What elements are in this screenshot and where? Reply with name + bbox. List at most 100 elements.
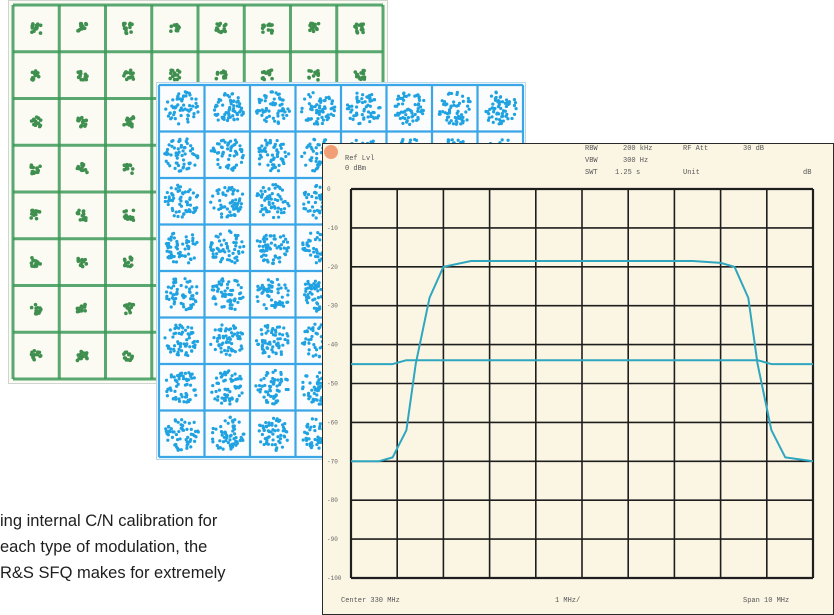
constellation-point — [467, 107, 471, 111]
constellation-point — [223, 430, 227, 434]
constellation-point — [218, 165, 222, 170]
constellation-point — [233, 432, 237, 436]
constellation-point — [211, 431, 215, 435]
constellation-point — [279, 303, 283, 307]
constellation-point — [276, 428, 280, 432]
constellation-point — [176, 437, 180, 442]
constellation-point — [78, 71, 83, 76]
constellation-point — [235, 377, 239, 381]
constellation-point — [514, 106, 518, 111]
constellation-point — [277, 283, 281, 287]
constellation-point — [234, 439, 238, 443]
constellation-point — [124, 209, 129, 213]
constellation-point — [270, 153, 275, 157]
constellation-point — [238, 197, 242, 201]
constellation-point — [303, 151, 307, 155]
constellation-point — [79, 304, 84, 309]
constellation-point — [230, 374, 234, 378]
constellation-point — [178, 437, 182, 441]
constellation-point — [188, 93, 192, 97]
constellation-point — [214, 234, 218, 238]
constellation-point — [266, 442, 270, 446]
constellation-point — [281, 240, 286, 244]
constellation-point — [275, 246, 279, 250]
constellation-point — [281, 107, 285, 111]
constellation-point — [219, 243, 223, 247]
constellation-point — [215, 289, 220, 293]
constellation-point — [276, 150, 280, 154]
constellation-point — [195, 240, 199, 245]
constellation-point — [256, 108, 260, 113]
constellation-point — [212, 255, 216, 259]
constellation-point — [280, 188, 285, 192]
constellation-point — [215, 284, 219, 289]
constellation-point — [215, 381, 219, 385]
constellation-point — [319, 100, 323, 105]
constellation-point — [232, 104, 236, 108]
constellation-point — [309, 231, 313, 235]
constellation-point — [184, 353, 188, 357]
constellation-point — [259, 195, 264, 199]
constellation-point — [304, 295, 309, 299]
constellation-point — [315, 374, 319, 379]
constellation-point — [269, 102, 273, 106]
constellation-point — [271, 261, 275, 265]
constellation-point — [241, 438, 245, 442]
constellation-point — [211, 194, 215, 198]
constellation-point — [220, 215, 224, 219]
constellation-point — [239, 160, 244, 164]
constellation-point — [182, 162, 186, 166]
constellation-point — [79, 168, 84, 173]
constellation-point — [222, 435, 226, 439]
constellation-point — [361, 68, 365, 73]
constellation-point — [227, 254, 231, 258]
constellation-point — [267, 114, 271, 118]
constellation-point — [31, 22, 35, 26]
constellation-point — [226, 214, 230, 218]
constellation-point — [237, 394, 241, 398]
constellation-point — [273, 206, 277, 210]
div-label: 1 MHz/ — [555, 597, 580, 605]
constellation-point — [124, 350, 129, 354]
constellation-point — [315, 251, 319, 255]
constellation-point — [306, 200, 311, 204]
constellation-point — [269, 430, 273, 434]
constellation-point — [301, 385, 305, 389]
constellation-point — [273, 119, 277, 123]
constellation-point — [265, 289, 270, 294]
constellation-point — [282, 116, 286, 120]
rf-att-label: RF Att — [683, 145, 708, 153]
constellation-point — [235, 397, 239, 402]
constellation-point — [223, 22, 228, 27]
y-tick-label: -70 — [327, 458, 338, 465]
constellation-point — [214, 302, 218, 306]
constellation-point — [121, 21, 126, 26]
constellation-point — [228, 337, 232, 341]
constellation-point — [454, 122, 458, 126]
constellation-point — [173, 389, 177, 393]
constellation-point — [192, 420, 196, 424]
y-tick-label: -50 — [327, 381, 338, 388]
constellation-point — [126, 264, 130, 268]
constellation-point — [178, 137, 182, 141]
constellation-point — [217, 388, 222, 392]
constellation-point — [236, 300, 240, 305]
constellation-point — [176, 147, 180, 151]
constellation-point — [194, 101, 198, 105]
constellation-point — [316, 382, 320, 386]
constellation-point — [313, 345, 317, 350]
constellation-point — [314, 261, 318, 265]
constellation-point — [506, 138, 510, 142]
constellation-point — [262, 442, 266, 447]
constellation-point — [215, 252, 219, 256]
constellation-point — [315, 387, 319, 391]
constellation-point — [131, 218, 136, 223]
constellation-point — [174, 395, 178, 400]
constellation-point — [318, 185, 322, 189]
constellation-point — [186, 280, 190, 284]
constellation-point — [172, 214, 176, 218]
constellation-point — [228, 402, 232, 406]
constellation-point — [316, 21, 321, 26]
constellation-point — [216, 336, 220, 341]
constellation-point — [273, 305, 277, 309]
